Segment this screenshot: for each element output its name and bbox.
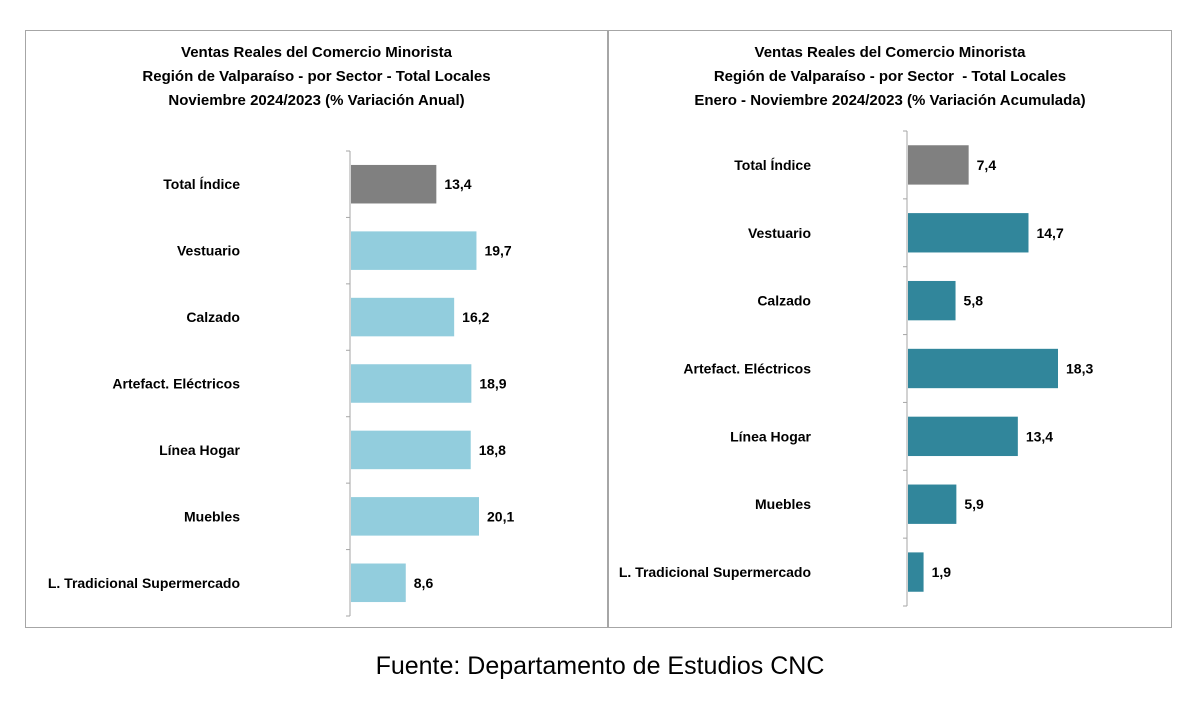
data-label: 1,9: [932, 564, 952, 580]
chart-title: Ventas Reales del Comercio Minorista Reg…: [26, 41, 607, 113]
data-label: 18,8: [479, 442, 506, 458]
data-label: 13,4: [1026, 428, 1053, 444]
bar: [351, 430, 471, 470]
data-label: 18,3: [1066, 361, 1093, 377]
category-label: Línea Hogar: [159, 442, 240, 458]
chart-title-line-2: Región de Valparaíso - por Sector - Tota…: [142, 68, 491, 85]
data-label: 7,4: [977, 157, 997, 173]
chart-title-line-3: Enero - Noviembre 2024/2023 (% Variación…: [694, 92, 1086, 109]
category-label: Muebles: [184, 508, 240, 524]
data-label: 14,7: [1036, 225, 1063, 241]
category-label: Artefact. Eléctricos: [683, 361, 811, 377]
category-label: Vestuario: [748, 225, 811, 241]
data-label: 18,9: [479, 376, 506, 392]
bar-chart-anual: Total Índice 13,4 Vestuario 19,7 Calzado 16,2…: [48, 150, 514, 617]
chart-title-line-1: Ventas Reales del Comercio Minorista: [754, 44, 1026, 61]
data-label: 19,7: [484, 243, 511, 259]
bar: [351, 297, 455, 337]
bar: [351, 231, 477, 270]
chart-title-line-2: Región de Valparaíso - por Sector - Tota…: [713, 68, 1067, 85]
bar: [908, 145, 969, 185]
bar: [908, 484, 957, 524]
data-label: 8,6: [414, 575, 434, 591]
bar: [908, 348, 1058, 389]
chart-panel-anual: Ventas Reales del Comercio Minorista Reg…: [25, 30, 608, 628]
bar: [908, 552, 924, 592]
category-label: Total Índice: [734, 157, 811, 173]
chart-title: Ventas Reales del Comercio Minorista Reg…: [609, 41, 1171, 113]
bar: [908, 280, 956, 321]
chart-title-line-1: Ventas Reales del Comercio Minorista: [181, 44, 452, 61]
category-label: L. Tradicional Supermercado: [48, 575, 240, 591]
bar: [351, 164, 437, 204]
category-label: Línea Hogar: [730, 428, 811, 444]
category-label: Vestuario: [177, 243, 240, 259]
data-label: 5,9: [964, 496, 984, 512]
bar: [351, 563, 406, 603]
bar: [351, 364, 472, 403]
category-label: Artefact. Eléctricos: [112, 376, 240, 392]
category-label: Calzado: [757, 293, 811, 309]
data-label: 13,4: [444, 176, 471, 192]
chart-title-line-3: Noviembre 2024/2023 (% Variación Anual): [168, 92, 465, 109]
data-label: 20,1: [487, 508, 514, 524]
bar: [908, 213, 1029, 253]
bar: [351, 497, 479, 536]
data-label: 16,2: [462, 309, 489, 325]
category-label: Total Índice: [163, 176, 240, 192]
bar-chart-acumulada: Total Índice 7,4 Vestuario 14,7 Calzado 5,8 Ar…: [619, 130, 1093, 607]
category-label: L. Tradicional Supermercado: [619, 564, 811, 580]
category-label: Muebles: [755, 496, 811, 512]
chart-panel-acumulada: Ventas Reales del Comercio Minorista Reg…: [608, 30, 1172, 628]
bar: [908, 416, 1018, 457]
category-label: Calzado: [186, 309, 240, 325]
source-note: Fuente: Departamento de Estudios CNC: [375, 652, 825, 680]
data-label: 5,8: [964, 293, 984, 309]
